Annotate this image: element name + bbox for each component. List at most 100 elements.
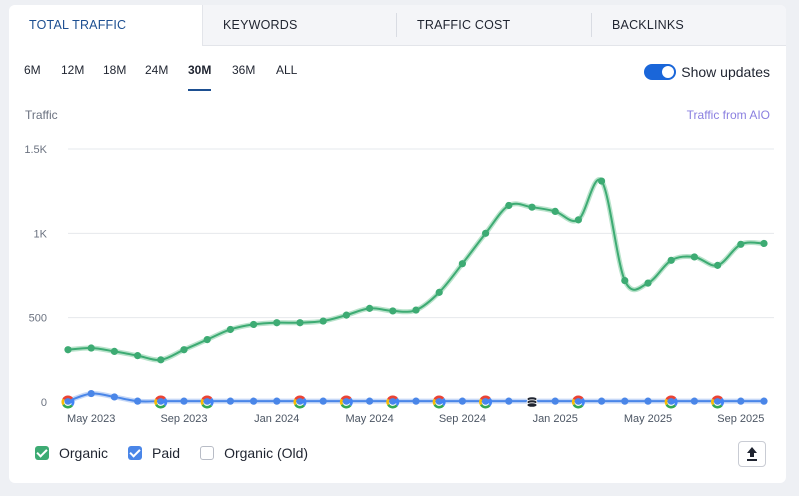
series-paid-point	[110, 393, 118, 401]
show-updates-toggle[interactable]	[644, 64, 677, 80]
google-icon	[386, 395, 400, 409]
traffic-chart: 0 500 1K 1.5K May 2023 Sep 2023 Jan 2024 May 20…	[24, 144, 774, 425]
period-12m[interactable]: 12M	[61, 63, 85, 77]
y-tick-label: 1K	[34, 228, 48, 240]
google-icon	[479, 395, 493, 409]
series-organic-point	[621, 276, 629, 285]
series-organic-point	[667, 256, 675, 264]
period-all[interactable]: ALL	[276, 63, 298, 77]
series-organic-point	[64, 346, 72, 354]
database-icon	[526, 396, 538, 408]
series-paid-point	[134, 397, 142, 405]
series-organic-point	[273, 319, 281, 327]
series-organic-point	[505, 201, 513, 210]
series-paid-point	[250, 397, 258, 405]
series-organic-point	[226, 325, 234, 334]
show-updates-label: Show updates	[681, 64, 770, 80]
series-organic-point	[389, 307, 397, 315]
series-organic-point	[574, 216, 583, 224]
series-paid-point	[598, 397, 606, 405]
series-organic-point	[528, 203, 536, 211]
period-30m[interactable]: 30M	[188, 63, 212, 91]
series-organic-point	[134, 352, 142, 360]
series-paid-point	[621, 397, 629, 405]
tab-bar: Total Traffic Keywords Traffic Cost Back…	[9, 5, 786, 46]
period-36m[interactable]: 36M	[232, 63, 256, 77]
series-organic-point	[296, 319, 304, 327]
series-organic-point	[87, 344, 95, 352]
series-organic-point	[366, 304, 374, 312]
show-updates-control: Show updates	[644, 62, 770, 82]
upload-icon	[747, 447, 757, 461]
series-organic-point	[180, 346, 188, 354]
series-paid-point	[180, 397, 188, 405]
legend-paid-label: Paid	[152, 445, 181, 461]
google-icon	[200, 395, 214, 409]
google-icon	[711, 395, 725, 409]
google-icon	[664, 395, 678, 409]
x-tick-label: May 2024	[345, 413, 393, 425]
series-organic-point	[482, 229, 490, 237]
legend-paid[interactable]: Paid	[128, 445, 180, 461]
period-18m[interactable]: 18M	[103, 63, 127, 77]
legend-organic[interactable]: Organic	[35, 445, 108, 461]
series-organic-point	[644, 279, 652, 287]
series-paid-point	[505, 397, 513, 405]
tab-divider	[396, 13, 397, 37]
google-icon	[154, 395, 168, 409]
x-tick-label: Jan 2024	[254, 413, 299, 425]
tab-divider	[591, 13, 592, 37]
series-organic-point	[412, 306, 420, 314]
series-paid-point	[366, 397, 374, 405]
series-organic-point	[458, 260, 466, 268]
series-paid-point	[458, 397, 466, 405]
google-icon	[339, 395, 353, 409]
series-organic-point	[760, 239, 768, 248]
series-organic-point	[203, 335, 211, 344]
tab-keywords[interactable]: Keywords	[223, 18, 298, 32]
checkbox-organic[interactable]	[35, 446, 49, 460]
x-tick-label: Sep 2025	[717, 413, 764, 425]
legend-organic-old[interactable]: Organic (Old)	[200, 445, 308, 461]
series-organic-point	[737, 240, 745, 248]
series-organic-point	[714, 261, 722, 269]
google-icon	[432, 395, 446, 409]
series-organic-point	[690, 253, 699, 261]
x-tick-label: Sep 2023	[160, 413, 207, 425]
series-organic-point	[342, 311, 350, 319]
export-button[interactable]	[738, 441, 766, 467]
series-organic-glow	[65, 177, 767, 363]
tab-total-traffic[interactable]: Total Traffic	[9, 5, 203, 46]
checkbox-paid[interactable]	[128, 446, 143, 460]
series-organic-point	[157, 356, 165, 364]
series-paid-point	[737, 397, 745, 405]
traffic-card: Total Traffic Keywords Traffic Cost Back…	[9, 5, 786, 483]
series-paid-point	[412, 397, 420, 405]
series-paid-point	[644, 397, 652, 405]
traffic-from-aio-link[interactable]: Traffic from AIO	[686, 108, 770, 122]
y-axis-title: Traffic	[25, 108, 58, 122]
series-paid-point	[690, 397, 699, 405]
tab-traffic-cost[interactable]: Traffic Cost	[417, 18, 511, 32]
period-24m[interactable]: 24M	[145, 63, 169, 77]
series-organic-point	[598, 177, 606, 185]
y-tick-label: 0	[41, 397, 47, 409]
checkbox-organic-old[interactable]	[200, 446, 215, 460]
x-tick-label: May 2025	[624, 413, 672, 425]
period-6m[interactable]: 6M	[24, 63, 41, 77]
x-tick-label: May 2023	[67, 413, 115, 425]
y-tick-label: 1.5K	[24, 144, 47, 156]
series-paid-point	[319, 397, 327, 405]
series-organic-point	[319, 317, 327, 325]
series-paid-point	[87, 389, 95, 398]
google-icon	[571, 395, 585, 409]
chart-legend: Organic Paid Organic (Old)	[35, 445, 328, 461]
x-tick-label: Jan 2025	[533, 413, 578, 425]
x-tick-label: Sep 2024	[439, 413, 486, 425]
tab-backlinks[interactable]: Backlinks	[612, 18, 684, 32]
legend-organic-old-label: Organic (Old)	[224, 445, 309, 461]
series-paid-point	[760, 397, 768, 405]
series-organic-point	[250, 320, 258, 329]
series-paid-point	[273, 397, 281, 405]
series-organic-point	[435, 288, 443, 296]
